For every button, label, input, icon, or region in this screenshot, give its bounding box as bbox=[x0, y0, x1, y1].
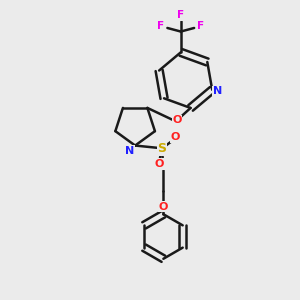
Text: O: O bbox=[159, 202, 168, 212]
Text: S: S bbox=[158, 142, 166, 155]
Text: O: O bbox=[171, 132, 180, 142]
Text: O: O bbox=[155, 159, 164, 169]
Text: F: F bbox=[177, 10, 184, 20]
Text: N: N bbox=[125, 146, 134, 156]
Text: N: N bbox=[213, 86, 222, 96]
Text: O: O bbox=[172, 116, 182, 125]
Text: F: F bbox=[157, 22, 164, 32]
Text: F: F bbox=[197, 22, 204, 32]
